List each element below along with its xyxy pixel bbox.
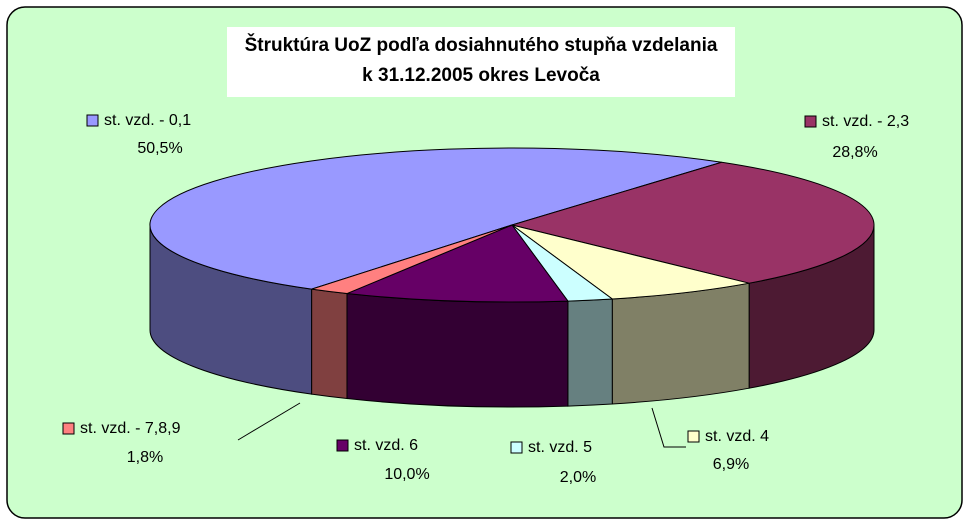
- legend-swatch: [336, 439, 349, 452]
- category-label: st. vzd. 6: [354, 437, 418, 454]
- category-label: st. vzd. - 7,8,9: [80, 420, 181, 437]
- chart-subtitle: k 31.12.2005 okres Levoča: [362, 65, 600, 86]
- leader-line: [651, 407, 686, 448]
- labels: st. vzd. - 0,1 50,5% st. vzd. - 2,3 28,8% st…: [62, 112, 909, 486]
- legend-swatch: [804, 115, 817, 128]
- title-box: [227, 27, 735, 97]
- legend-swatch: [86, 114, 99, 127]
- legend-swatch: [510, 441, 523, 454]
- value-label: 6,9%: [713, 456, 749, 473]
- pie-slice: [511, 224, 750, 300]
- value-label: 50,5%: [137, 140, 182, 157]
- pie-side: [311, 288, 348, 400]
- category-label: st. vzd. 4: [705, 428, 769, 445]
- pie-side: [611, 282, 750, 405]
- value-label: 1,8%: [127, 449, 163, 466]
- pie-side: [346, 292, 569, 408]
- category-label: st. vzd. 5: [528, 439, 592, 456]
- legend-swatch: [62, 422, 75, 435]
- pie-slice: [346, 224, 569, 303]
- value-label: 2,0%: [560, 469, 596, 486]
- legend-swatch: [687, 430, 700, 443]
- pie-side: [567, 298, 613, 407]
- pie-slice: [311, 224, 513, 295]
- pie-slice: [510, 161, 875, 284]
- value-label: 28,8%: [832, 144, 877, 161]
- category-label: st. vzd. - 0,1: [104, 112, 191, 129]
- category-label: st. vzd. - 2,3: [822, 113, 909, 130]
- value-label: 10,0%: [384, 466, 429, 483]
- leader-line: [237, 402, 301, 441]
- pie: [149, 147, 875, 408]
- chart-title: Štruktúra UoZ podľa dosiahnutého stupňa …: [245, 34, 718, 56]
- pie-slice: [149, 147, 722, 290]
